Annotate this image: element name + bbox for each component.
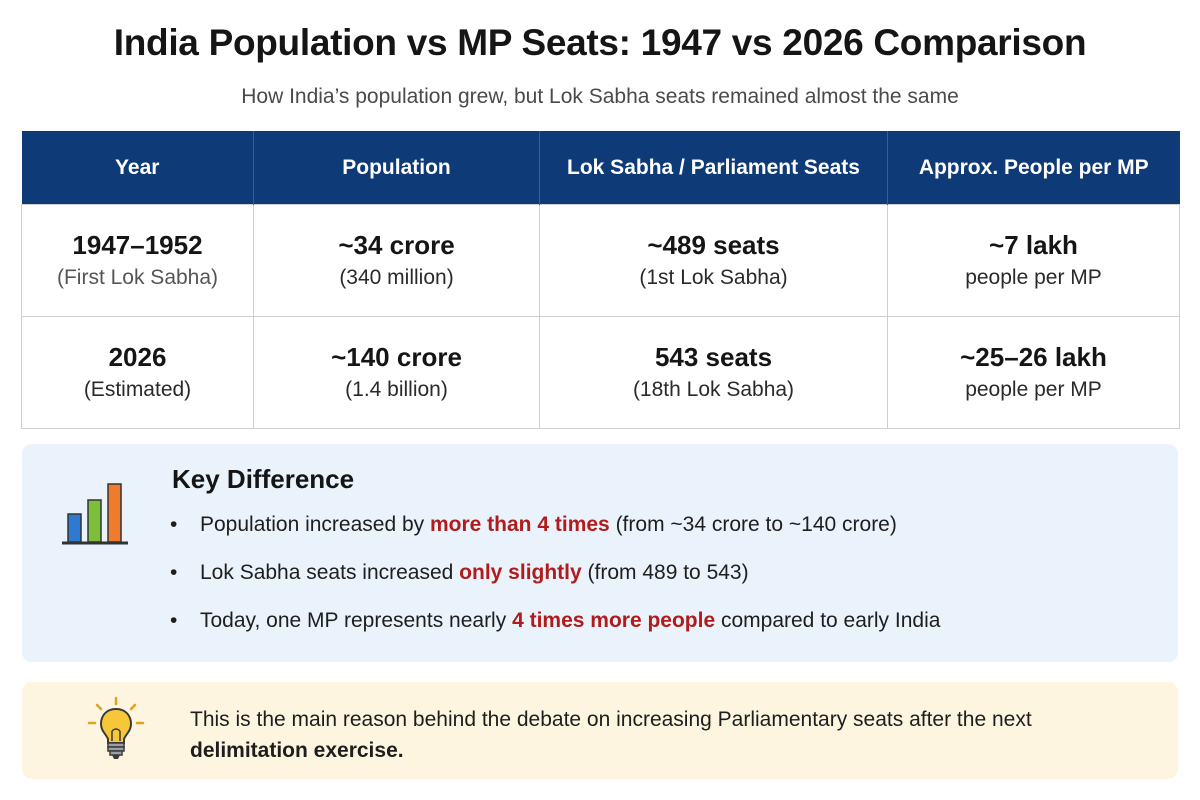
cell-population: ~140 crore (1.4 billion) (253, 316, 540, 429)
page-subtitle: How India’s population grew, but Lok Sab… (241, 85, 959, 108)
people-per-mp-value: ~25–26 lakh (960, 341, 1107, 372)
item-text-after: (from ~34 crore to ~140 crore) (609, 513, 897, 536)
key-difference-panel: Key Difference • Population increased by … (22, 444, 1178, 662)
table-header-row: Year Population Lok Sabha / Parliament S… (21, 131, 1180, 205)
key-difference-list: • Population increased by more than 4 tim… (170, 510, 940, 654)
cell-year: 2026 (Estimated) (21, 316, 254, 429)
cell-year: 1947–1952 (First Lok Sabha) (21, 204, 254, 317)
bar-chart-icon (62, 483, 128, 545)
bullet-marker: • (170, 513, 178, 536)
year-value: 2026 (108, 341, 167, 372)
item-text: Lok Sabha seats increased (200, 561, 460, 584)
cell-people-per-mp: ~25–26 lakh people per MP (887, 316, 1180, 429)
list-item: • Lok Sabha seats increased only slightly… (170, 558, 940, 606)
population-note: (340 million) (339, 265, 454, 289)
column-header-year: Year (21, 131, 254, 205)
item-highlight: more than 4 times (430, 513, 610, 536)
table-row: 2026 (Estimated) ~140 crore (1.4 billion… (21, 316, 1180, 429)
cell-population: ~34 crore (340 million) (253, 204, 540, 317)
item-text-after: (from 489 to 543) (581, 561, 749, 584)
seats-value: 543 seats (654, 341, 773, 372)
seats-note: (1st Lok Sabha) (639, 265, 788, 289)
year-note: (First Lok Sabha) (56, 265, 219, 289)
seats-note: (18th Lok Sabha) (632, 377, 795, 401)
note-text-main: This is the main reason behind the debat… (190, 708, 1032, 731)
item-highlight: only slightly (459, 561, 582, 584)
comparison-table: Year Population Lok Sabha / Parliament S… (21, 131, 1180, 429)
people-per-mp-note: people per MP (965, 265, 1102, 289)
note-text: This is the main reason behind the debat… (190, 704, 1150, 766)
year-note: (Estimated) (83, 377, 192, 401)
table-row: 1947–1952 (First Lok Sabha) ~34 crore (3… (21, 204, 1180, 317)
column-header-people-per-mp: Approx. People per MP (887, 131, 1180, 205)
population-value: ~140 crore (331, 341, 462, 372)
item-text: Population increased by (200, 513, 430, 536)
year-value: 1947–1952 (72, 229, 203, 260)
list-item: • Today, one MP represents nearly 4 times… (170, 606, 940, 654)
column-header-population: Population (253, 131, 540, 205)
item-highlight: 4 times more people (512, 609, 716, 632)
item-text: Today, one MP represents nearly (200, 609, 513, 632)
cell-seats: 543 seats (18th Lok Sabha) (539, 316, 888, 429)
population-value: ~34 crore (338, 229, 455, 260)
note-panel: This is the main reason behind the debat… (22, 682, 1178, 779)
population-note: (1.4 billion) (345, 377, 448, 401)
column-header-seats: Lok Sabha / Parliament Seats (539, 131, 888, 205)
item-text-after: compared to early India (715, 609, 941, 632)
key-difference-title: Key Difference (172, 464, 355, 494)
page-title: India Population vs MP Seats: 1947 vs 20… (113, 22, 1087, 63)
people-per-mp-note: people per MP (965, 377, 1102, 401)
cell-seats: ~489 seats (1st Lok Sabha) (539, 204, 888, 317)
people-per-mp-value: ~7 lakh (989, 229, 1078, 260)
lightbulb-icon (87, 696, 145, 759)
bullet-marker: • (170, 561, 178, 584)
bullet-marker: • (170, 609, 178, 632)
cell-people-per-mp: ~7 lakh people per MP (887, 204, 1180, 317)
seats-value: ~489 seats (647, 229, 780, 260)
list-item: • Population increased by more than 4 tim… (170, 510, 940, 558)
note-text-bold: delimitation exercise. (190, 739, 404, 762)
